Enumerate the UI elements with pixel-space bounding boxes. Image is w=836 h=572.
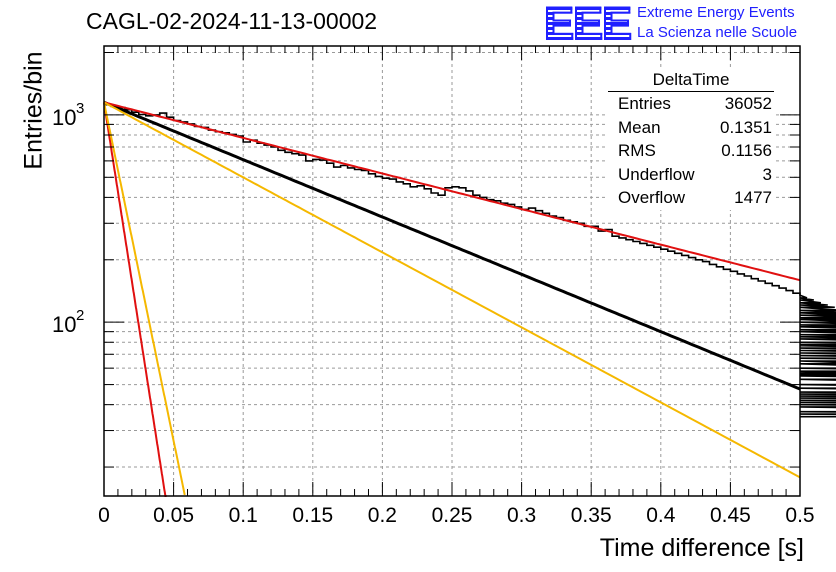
stats-value: 3 [762,164,772,184]
stats-title: DeltaTime [608,70,774,92]
x-tick-label: 0.25 [432,504,473,527]
y-tick-label-exponent: 3 [76,100,84,117]
x-tick-label: 0.3 [507,504,536,527]
x-tick-label: 0.45 [710,504,751,527]
y-axis-label: Entries/bin [19,51,48,170]
x-tick-label: 0.15 [292,504,333,527]
y-tick-label: 10 [52,312,76,337]
stats-row-rms: RMS 0.1156 [608,139,774,163]
x-tick-label: 0.2 [368,504,397,527]
logo-line-2: La Scienza nelle Scuole [637,24,798,41]
x-tick-label: 0.1 [229,504,258,527]
stats-label: Overflow [618,188,686,207]
stats-label: Underflow [618,164,695,184]
axis-ticks [103,46,801,496]
slow-component-lower-line [103,101,801,479]
logo-line-1: Extreme Energy Events [637,4,795,21]
x-axis-label: Time difference [s] [599,534,804,562]
x-tick-label: 0.35 [571,504,612,527]
stats-label: RMS [618,141,656,160]
stats-value: 0.1351 [720,117,772,137]
x-tick-label: 0.4 [646,504,676,527]
y-tick-label: 10 [52,105,76,130]
x-tick-label: 0.5 [785,504,814,527]
total-fit-line [103,100,801,391]
x-tick-label: 0.05 [153,504,194,527]
grid-lines [104,46,800,496]
stats-label: Entries [618,94,671,113]
stats-row-underflow: Underflow 3 [608,163,774,187]
stats-row-mean: Mean 0.1351 [608,116,774,140]
stats-box: DeltaTime Entries 36052 Mean 0.1351 RMS … [608,70,774,210]
fast-component-yellow-line [103,102,186,496]
stats-row-overflow: Overflow 1477 [608,186,774,210]
eee-logo: EEE [543,0,633,49]
slow-component-upper-line [103,101,801,282]
chart-title: CAGL-02-2024-11-13-00002 [86,8,378,34]
stats-row-entries: Entries 36052 [608,92,774,116]
x-tick-label: 0 [98,504,110,527]
stats-label: Mean [618,117,661,137]
y-tick-label-exponent: 2 [76,307,84,324]
stats-value: 0.1156 [721,141,772,160]
fast-component-red-line [103,102,167,497]
x-tick-labels: 0 0.05 0.1 0.15 0.2 0.25 0.3 0.35 0.4 0.45 0.5 [98,504,814,527]
stats-value: 36052 [724,94,772,113]
fit-curves-layer [103,100,801,497]
stats-value: 1477 [734,188,772,207]
